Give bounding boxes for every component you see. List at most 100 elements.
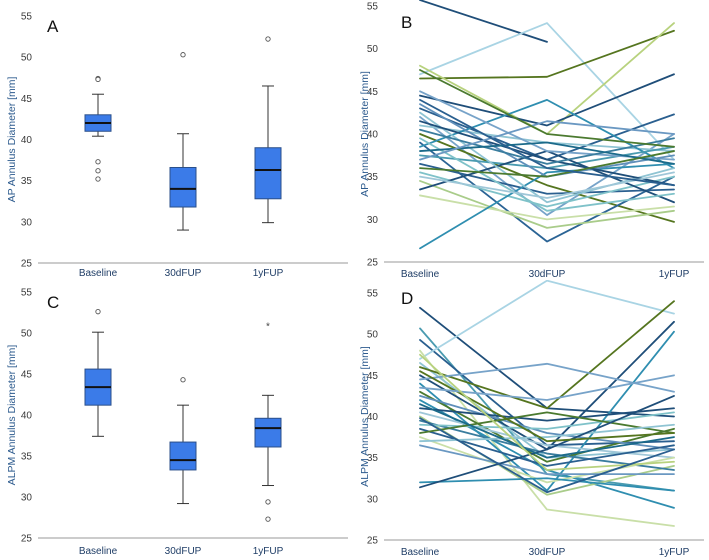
y-tick-label: 50	[21, 53, 33, 64]
box-outlier-point	[95, 168, 101, 174]
series-line	[419, 395, 675, 489]
box-extreme-point: *	[266, 322, 270, 333]
series-line	[419, 171, 675, 199]
series-line	[419, 403, 675, 459]
x-category-label: 1yFUP	[253, 268, 284, 279]
x-category-label: Baseline	[79, 546, 118, 557]
series-line	[419, 137, 675, 212]
y-tick-label: 30	[367, 494, 379, 505]
panel-label-c: C	[47, 293, 59, 312]
y-axis-title: AP Annulus Diameter [mm]	[6, 76, 18, 202]
box-outlier-point	[265, 516, 271, 522]
y-tick-label: 40	[367, 130, 379, 141]
y-tick-label: 45	[21, 370, 33, 381]
x-category-label: 30dFUP	[165, 546, 202, 557]
y-tick-label: 55	[367, 2, 379, 13]
series-line	[419, 133, 675, 223]
chart-panel-c: C 25 30 35 40 45 50 55 ALPM Annulus Diameter [mm…	[6, 288, 348, 557]
box-outlier-point	[95, 309, 101, 315]
chart-panel-a: A 25 30 35 40 45 50 55 AP Annulus Diameter [mm] B…	[6, 12, 348, 279]
box-iqr	[254, 417, 282, 448]
y-tick-label: 40	[367, 412, 379, 423]
box-outlier-point	[95, 76, 101, 83]
series-line	[419, 162, 675, 195]
y-tick-label: 35	[367, 172, 379, 183]
x-category-label: Baseline	[79, 268, 118, 279]
series-line	[419, 349, 675, 527]
series-line	[419, 98, 675, 187]
y-tick-label: 30	[21, 493, 33, 504]
box-iqr	[169, 441, 197, 471]
y-tick-label: 55	[367, 289, 379, 300]
y-tick-label: 45	[21, 94, 33, 105]
series-line	[419, 180, 675, 229]
x-category-label: 1yFUP	[659, 269, 690, 280]
series-line	[419, 141, 675, 165]
series-line	[419, 98, 675, 170]
y-tick-label: 45	[367, 371, 379, 382]
y-tick-label: 35	[21, 452, 33, 463]
series-line	[419, 280, 675, 360]
series-line	[419, 374, 675, 401]
box-iqr	[169, 166, 197, 208]
y-tick-label: 25	[367, 536, 379, 547]
x-category-label: 30dFUP	[165, 268, 202, 279]
series-line	[419, 120, 675, 187]
y-tick-label: 55	[21, 288, 33, 299]
y-tick-label: 50	[367, 44, 379, 55]
y-axis-title: ALPM Annulus Diameter [mm]	[6, 345, 18, 486]
y-tick-label: 35	[367, 453, 379, 464]
y-tick-label: 30	[21, 217, 33, 228]
series-line	[419, 436, 675, 484]
series-line	[419, 29, 675, 80]
box-outlier-point	[265, 36, 271, 42]
x-category-label: Baseline	[401, 547, 440, 558]
series-line	[419, 417, 675, 494]
box-outlier-point	[95, 159, 101, 165]
y-tick-label: 45	[367, 87, 379, 98]
y-tick-label: 25	[21, 259, 33, 270]
y-tick-label: 30	[367, 215, 379, 226]
y-tick-label: 50	[21, 329, 33, 340]
panel-label-b: B	[401, 13, 412, 32]
y-tick-label: 25	[21, 534, 33, 545]
series-line	[419, 370, 675, 443]
y-tick-label: 55	[21, 12, 33, 23]
series-line	[419, 411, 675, 459]
series-line	[419, 0, 548, 43]
box-iqr	[254, 147, 282, 200]
x-category-label: 30dFUP	[529, 269, 566, 280]
series-line	[419, 128, 675, 165]
series-line	[419, 362, 675, 393]
series-line	[419, 116, 675, 216]
series-line	[419, 69, 675, 148]
series-line	[419, 22, 675, 161]
series-line	[419, 73, 675, 127]
y-axis-title: AP Annulus Diameter [mm]	[359, 71, 371, 197]
series-line	[419, 141, 675, 243]
series-line	[419, 390, 675, 463]
box-outlier-point	[265, 499, 271, 505]
y-tick-label: 50	[367, 330, 379, 341]
y-tick-label: 35	[21, 176, 33, 187]
y-axis-title: ALPM Annulus Diameter [mm]	[359, 346, 371, 487]
series-line	[419, 120, 675, 161]
series-line	[419, 150, 675, 178]
box-outlier-point	[95, 176, 101, 182]
y-tick-label: 40	[21, 135, 33, 146]
series-line	[419, 477, 675, 492]
series-line	[419, 194, 675, 221]
series-line	[419, 162, 675, 250]
panel-label-a: A	[47, 17, 59, 36]
series-line	[419, 411, 675, 434]
series-line	[419, 444, 675, 476]
x-category-label: 30dFUP	[529, 547, 566, 558]
series-line	[419, 407, 675, 422]
chart-panel-d: D 25 30 35 40 45 50 55 ALPM Annulus Diameter [mm…	[359, 280, 704, 558]
series-line	[419, 330, 675, 492]
x-category-label: 1yFUP	[659, 547, 690, 558]
x-category-label: 1yFUP	[253, 546, 284, 557]
chart-panel-b: B 25 30 35 40 45 50 55 AP Annulus Diameter [mm] B…	[359, 0, 704, 280]
series-line	[419, 427, 675, 467]
series-line	[419, 423, 675, 443]
